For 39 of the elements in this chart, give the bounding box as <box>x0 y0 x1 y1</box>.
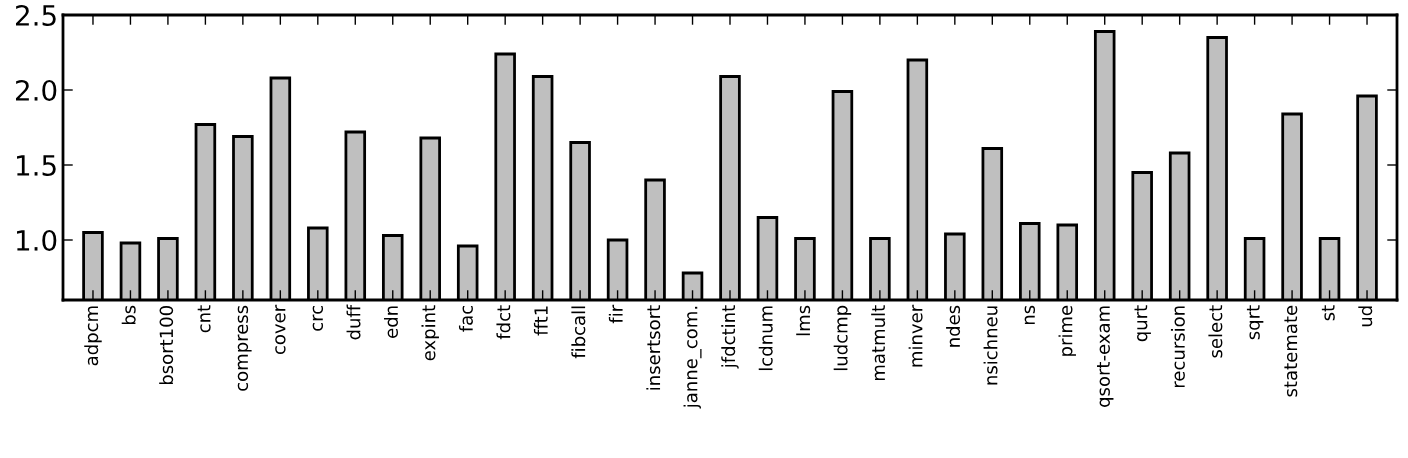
x-tick-label: recursion <box>1170 306 1185 388</box>
x-tick-label: duff <box>346 304 361 340</box>
y-tick-label: 2.0 <box>16 79 57 101</box>
x-tick-label: ns <box>1024 305 1036 325</box>
x-tick-label: statemate <box>1284 305 1298 397</box>
x-tick-label: fibcall <box>571 306 586 359</box>
x-tick-label: cover <box>275 304 286 355</box>
x-tick-label: prime <box>1058 305 1076 356</box>
x-tick-label: compress <box>237 305 252 391</box>
x-tick-label: st <box>1321 305 1335 321</box>
x-tick-label: bs <box>121 305 136 325</box>
x-tick-label: minver <box>908 304 923 367</box>
x-tick-label: crc <box>312 305 324 331</box>
x-tick-label: jfdctint <box>721 305 739 369</box>
x-tick-label: lcdnum <box>758 306 773 371</box>
x-tick-label: janne_com. <box>683 306 702 409</box>
x-tick-label: bsort100 <box>159 306 174 385</box>
x-tick-label: sqrt <box>1246 305 1264 340</box>
x-tick-label: nsichneu <box>983 306 998 385</box>
x-tick-label: select <box>1208 305 1223 358</box>
y-tick-label: 2.5 <box>16 4 56 26</box>
x-tick-label: lms <box>796 305 811 336</box>
x-tick-label: cnt <box>197 305 211 333</box>
x-tick-label: ud <box>1358 306 1373 327</box>
y-tick-label: 1.0 <box>17 229 57 251</box>
x-tick-label: adpcm <box>84 306 102 366</box>
x-tick-label: qurt <box>1134 305 1151 342</box>
x-tick-label: ludcmp <box>833 305 852 371</box>
x-tick-label: insertsort <box>646 305 661 390</box>
x-tick-label: fir <box>608 304 623 324</box>
x-tick-label: fac <box>458 305 473 332</box>
x-tick-label: matmult <box>871 305 886 381</box>
x-tick-label: fdct <box>496 305 511 340</box>
y-tick-label: 1.5 <box>17 155 56 176</box>
x-tick-label: expint <box>421 305 439 361</box>
x-tick-label: ndes <box>946 305 961 347</box>
x-tick-label: edn <box>384 306 398 338</box>
x-tick-label: fft1 <box>533 306 548 336</box>
x-tick-label: qsort-exam <box>1097 306 1114 407</box>
